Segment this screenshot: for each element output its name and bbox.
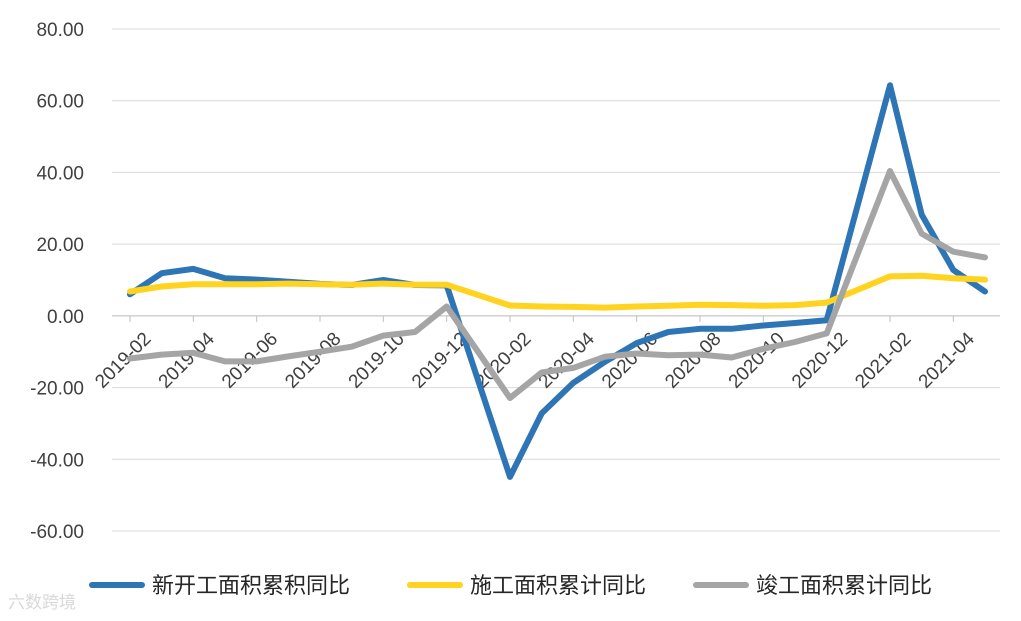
y-tick-label: 40.00 xyxy=(36,163,84,184)
legend-item: 施工面积累计同比 xyxy=(407,574,646,599)
legend-item: 竣工面积累计同比 xyxy=(693,574,932,599)
y-tick-label: 0.00 xyxy=(47,307,84,328)
y-tick-label: 60.00 xyxy=(36,92,84,113)
x-tick-label: 2020-08 xyxy=(661,329,725,393)
x-tick-label: 2021-02 xyxy=(851,329,915,393)
watermark: 六数跨境 xyxy=(8,593,76,613)
series-line xyxy=(127,168,988,401)
y-axis: 80.00 60.00 40.00 20.00 0.00 -20.00 -40.00 -60.… xyxy=(30,20,84,543)
x-tick-label: 2019-04 xyxy=(155,328,219,392)
x-axis: 2019-02 2019-04 2019-06 2019-08 2019-10 2019-… xyxy=(91,315,1000,393)
legend-label: 施工面积累计同比 xyxy=(470,574,646,599)
y-tick-label: -20.00 xyxy=(30,379,84,400)
legend: 新开工面积累积同比 施工面积累计同比 竣工面积累计同比 xyxy=(89,574,932,599)
legend-label: 新开工面积累积同比 xyxy=(152,574,350,599)
y-tick-label: 20.00 xyxy=(36,235,84,256)
x-tick-label: 2019-02 xyxy=(91,329,155,393)
x-tick-label: 2020-10 xyxy=(725,329,789,393)
y-tick-label: -40.00 xyxy=(30,450,84,471)
y-tick-label: 80.00 xyxy=(36,20,84,41)
series-line xyxy=(127,272,988,311)
legend-label: 竣工面积累计同比 xyxy=(756,574,932,599)
series-lines xyxy=(127,82,988,480)
legend-item: 新开工面积累积同比 xyxy=(89,574,350,599)
x-tick-label: 2021-04 xyxy=(915,328,979,392)
series-line xyxy=(127,82,988,480)
x-tick-label: 2019-08 xyxy=(281,329,345,393)
y-tick-label: -60.00 xyxy=(30,522,84,543)
